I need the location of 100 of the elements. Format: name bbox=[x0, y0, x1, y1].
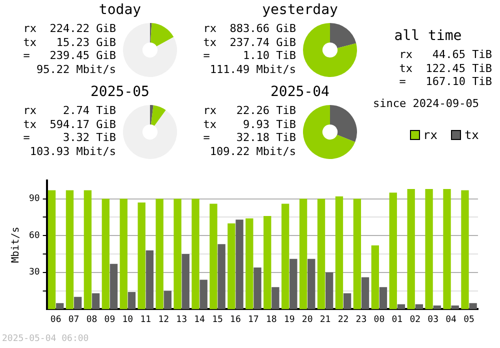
bar bbox=[425, 188, 433, 310]
text: 103.93 Mbit/s bbox=[28, 144, 116, 158]
x-tick-label: 01 bbox=[392, 314, 403, 325]
bar bbox=[146, 250, 154, 310]
x-tick-label: 18 bbox=[266, 314, 277, 325]
legend-label: rx bbox=[423, 128, 438, 142]
bar bbox=[200, 280, 208, 310]
text: tx 122.45 TiB bbox=[398, 62, 493, 75]
x-tick-label: 07 bbox=[68, 314, 80, 325]
y-tick-label: 30 bbox=[28, 268, 40, 278]
bar bbox=[228, 223, 236, 310]
chart-title: 2025-05 bbox=[89, 84, 150, 100]
text: 109.22 Mbit/s bbox=[208, 144, 296, 158]
bar bbox=[164, 290, 172, 310]
bar bbox=[218, 244, 226, 310]
bar bbox=[389, 192, 397, 310]
bar bbox=[156, 198, 164, 310]
chart-title: today bbox=[98, 2, 142, 18]
text: rx 883.66 GiB bbox=[202, 22, 296, 36]
bar bbox=[353, 198, 362, 310]
text: tx 594.17 GiB bbox=[22, 118, 116, 131]
bar bbox=[299, 198, 308, 310]
text: tx 237.74 GiB bbox=[202, 36, 296, 49]
bar bbox=[451, 306, 459, 310]
bar bbox=[138, 202, 146, 310]
x-tick-label: 12 bbox=[158, 314, 170, 325]
bar bbox=[343, 293, 352, 310]
text: rx 2.74 TiB bbox=[22, 104, 116, 118]
bar bbox=[407, 188, 415, 310]
bar bbox=[433, 306, 441, 310]
x-tick-label: 17 bbox=[248, 314, 259, 325]
x-tick-label: 20 bbox=[302, 314, 313, 325]
bar bbox=[102, 198, 110, 310]
bar bbox=[290, 258, 298, 310]
bar bbox=[56, 303, 64, 310]
bar bbox=[281, 204, 290, 310]
bar bbox=[174, 198, 182, 310]
x-tick-label: 04 bbox=[446, 314, 456, 325]
text: since 2024-09-05 bbox=[372, 96, 480, 110]
x-tick-label: 14 bbox=[194, 314, 205, 325]
y-tick-label: 60 bbox=[28, 230, 40, 241]
bar bbox=[92, 293, 100, 310]
text: = 32.18 TiB bbox=[202, 131, 296, 144]
chart-title: 2025-04 bbox=[269, 84, 330, 100]
x-tick-label: 19 bbox=[284, 314, 295, 325]
bar bbox=[66, 190, 74, 310]
text: tx 15.23 GiB bbox=[22, 36, 116, 49]
y-tick-label: 90 bbox=[28, 194, 40, 204]
x-tick-label: 05 bbox=[464, 314, 474, 325]
bar bbox=[317, 198, 326, 310]
bar bbox=[264, 216, 272, 310]
x-tick-label: 03 bbox=[428, 314, 439, 325]
text: 111.49 Mbit/s bbox=[208, 62, 296, 76]
text: = 239.45 GiB bbox=[22, 49, 116, 62]
text: rx 22.26 TiB bbox=[202, 104, 296, 118]
text: rx 224.22 GiB bbox=[22, 22, 116, 36]
bar bbox=[236, 220, 244, 310]
x-tick-label: 02 bbox=[410, 314, 421, 325]
bar bbox=[84, 190, 92, 310]
x-tick-label: 21 bbox=[320, 314, 331, 325]
x-tick-label: 09 bbox=[104, 314, 116, 325]
bar bbox=[182, 254, 190, 310]
bar bbox=[308, 258, 316, 310]
bar bbox=[128, 292, 136, 310]
legend-label: tx bbox=[464, 128, 479, 142]
bar bbox=[469, 303, 477, 310]
bar bbox=[361, 277, 370, 310]
y-axis-title: Mbit/s bbox=[10, 226, 22, 263]
chart-title: yesterday bbox=[261, 2, 339, 18]
bar bbox=[246, 218, 254, 310]
x-tick-label: 23 bbox=[356, 314, 367, 325]
x-tick-label: 13 bbox=[176, 314, 187, 325]
bar bbox=[48, 190, 56, 310]
bar bbox=[120, 198, 128, 310]
text: 2025-05-04 06:00 bbox=[2, 334, 89, 344]
bar bbox=[326, 272, 334, 310]
bar bbox=[74, 296, 82, 310]
text: 95.22 Mbit/s bbox=[36, 62, 116, 76]
x-tick-label: 06 bbox=[50, 314, 62, 325]
x-tick-label: 15 bbox=[212, 314, 223, 325]
x-tick-label: 16 bbox=[230, 314, 241, 325]
text: = 167.10 TiB bbox=[398, 75, 493, 88]
x-tick-label: 10 bbox=[122, 314, 134, 325]
bar bbox=[210, 204, 218, 310]
bar bbox=[192, 198, 200, 310]
bar bbox=[379, 287, 388, 310]
text: rx 44.65 TiB bbox=[398, 48, 493, 62]
bar bbox=[254, 267, 262, 310]
x-tick-label: 11 bbox=[140, 314, 152, 325]
x-tick-label: 00 bbox=[374, 314, 385, 325]
text: all time bbox=[393, 28, 463, 44]
text: = 3.32 TiB bbox=[22, 131, 116, 144]
bar bbox=[335, 196, 344, 310]
text: = 1.10 TiB bbox=[202, 49, 296, 62]
text: tx 9.93 TiB bbox=[202, 118, 296, 131]
bar bbox=[443, 188, 451, 310]
bar bbox=[272, 287, 280, 310]
bar bbox=[461, 190, 469, 310]
x-tick-label: 08 bbox=[86, 314, 98, 325]
bar bbox=[371, 245, 379, 310]
